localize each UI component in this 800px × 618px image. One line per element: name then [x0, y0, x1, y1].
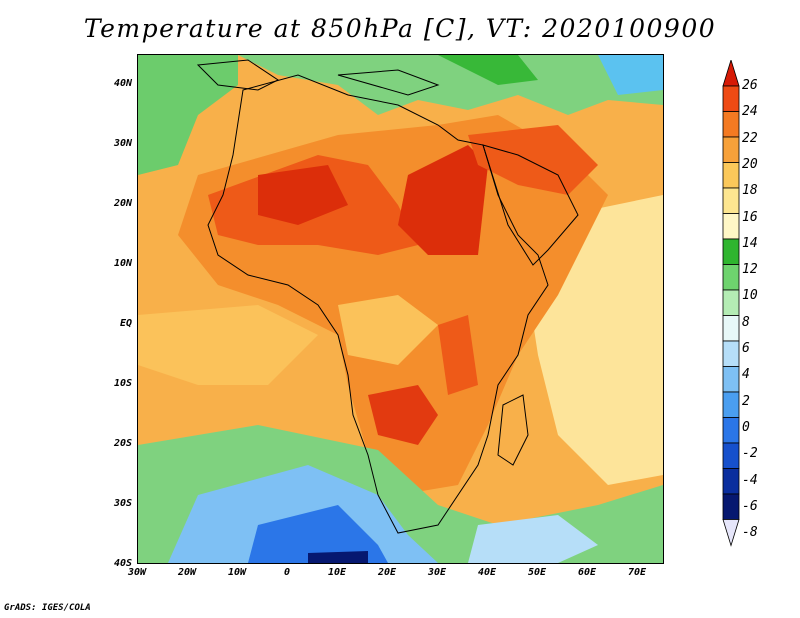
lon-label: 60E	[577, 567, 597, 578]
colorbar-level-label: 10	[742, 288, 758, 304]
colorbar-level-label: -2	[742, 446, 758, 462]
colorbar-box	[722, 111, 740, 138]
lat-label: 10S	[113, 378, 132, 389]
colorbar-level-label: 8	[742, 314, 750, 330]
lon-label: 20W	[177, 567, 197, 578]
madagascar-coastline	[497, 394, 529, 466]
colorbar-box	[722, 264, 740, 291]
lat-label: 20N	[113, 198, 132, 209]
colder-south-atlantic	[248, 505, 388, 563]
colorbar-level-label: 18	[742, 183, 758, 199]
africa-coastline	[207, 74, 549, 534]
lat-label: 30N	[113, 138, 132, 149]
lat-label: 40S	[113, 558, 132, 569]
colorbar-box	[722, 213, 740, 240]
colorbar-level-label: -6	[742, 498, 758, 514]
colorbar-box	[722, 340, 740, 367]
colorbar-box	[722, 162, 740, 189]
colorbar-box	[722, 442, 740, 469]
cool-southeast-patch	[468, 515, 598, 563]
europe-coastline	[196, 59, 440, 96]
colorbar-level-label: 22	[742, 130, 758, 146]
temperature-map	[137, 54, 664, 564]
colorbar-box	[722, 238, 740, 265]
cool-north-region	[138, 55, 663, 115]
lat-label: 30S	[113, 498, 132, 509]
rift-hot-region	[438, 315, 478, 395]
lon-label: 40E	[477, 567, 497, 578]
lon-label: 10E	[327, 567, 347, 578]
colorbar-level-label: -4	[742, 472, 758, 488]
sudan-hottest-core	[398, 145, 488, 255]
cool-northwest-region	[138, 55, 238, 175]
colorbar-box	[722, 289, 740, 316]
atlantic-mild-region	[138, 305, 318, 385]
colorbar-box	[722, 187, 740, 214]
sahara-hottest-core	[258, 165, 348, 225]
colorbar-level-label: 14	[742, 235, 758, 251]
lat-label: 20S	[113, 438, 132, 449]
map-title: Temperature at 850hPa [C], VT: 202010090…	[83, 14, 717, 43]
zambia-hot-core	[368, 385, 438, 445]
colorbar-level-label: 12	[742, 262, 758, 278]
colorbar-level-label: 24	[742, 104, 758, 120]
colorbar-box	[722, 391, 740, 418]
colorbar-bottom-arrow	[722, 519, 740, 547]
lon-label: 10W	[227, 567, 247, 578]
coldest-patch	[308, 551, 368, 563]
colorbar-box	[722, 315, 740, 342]
colorbar-box	[722, 493, 740, 520]
lon-label: 0	[283, 567, 291, 578]
congo-mild-region	[338, 295, 438, 365]
lon-label: 50E	[527, 567, 547, 578]
lon-label: 70E	[627, 567, 647, 578]
temperature-field	[138, 55, 663, 563]
lat-label: 40N	[113, 78, 132, 89]
colorbar-top-arrow	[722, 60, 740, 87]
colorbar-level-label: 20	[742, 156, 758, 172]
green-patch-greece	[438, 55, 538, 85]
lat-label: EQ	[119, 318, 132, 329]
colorbar-level-label: 4	[742, 367, 750, 383]
colorbar-box	[722, 468, 740, 495]
colorbar	[722, 60, 740, 547]
colorbar-box	[722, 417, 740, 444]
colorbar-level-label: 2	[742, 393, 750, 409]
colorbar-level-label: 0	[742, 419, 750, 435]
colorbar-box	[722, 366, 740, 393]
footer-credit: GrADS: IGES/COLA	[4, 603, 91, 613]
lon-label: 20E	[377, 567, 397, 578]
arabia-hot-region	[468, 125, 598, 195]
colorbar-level-label: 26	[742, 78, 758, 93]
colorbar-level-label: 16	[742, 209, 758, 225]
lon-label: 30W	[127, 567, 147, 578]
lon-label: 30E	[427, 567, 447, 578]
colorbar-level-label: 6	[742, 341, 750, 356]
colorbar-box	[722, 85, 740, 112]
colorbar-box	[722, 136, 740, 163]
cool-caspian-region	[598, 55, 663, 95]
arabia-coastline	[482, 144, 579, 266]
lat-label: 10N	[113, 258, 132, 269]
colorbar-level-label: -8	[742, 525, 758, 541]
